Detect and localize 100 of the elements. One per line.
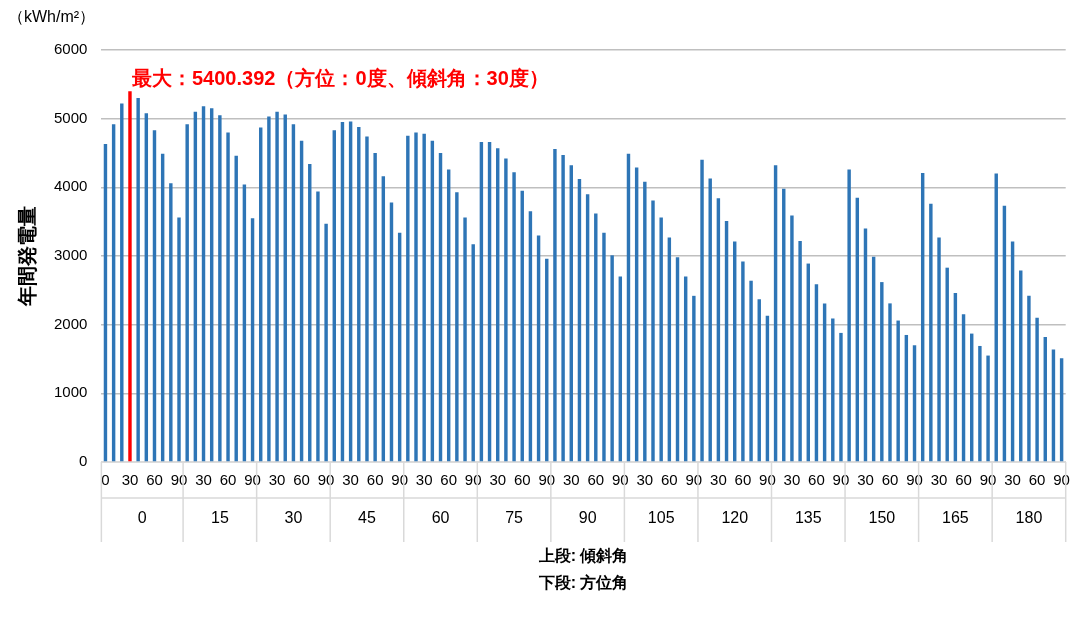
bar xyxy=(365,136,369,462)
bar xyxy=(896,320,900,462)
bar xyxy=(136,98,140,462)
y-tick-label: 2000 xyxy=(53,314,88,332)
x-tick-label: 60 xyxy=(293,471,310,489)
y-tick-label: 5000 xyxy=(53,108,88,126)
bar xyxy=(512,172,516,462)
bar xyxy=(373,153,377,462)
bar xyxy=(602,232,606,462)
x-tick-label: 60 xyxy=(440,471,458,489)
y-tick-label: 4000 xyxy=(53,177,88,195)
x-tick-label: 30 xyxy=(268,471,286,489)
bar xyxy=(406,135,410,462)
x-tick-label: 90 xyxy=(317,471,335,489)
x-tick-label: 90 xyxy=(759,471,776,489)
bar xyxy=(610,255,614,462)
text: 150 xyxy=(868,509,896,527)
bar xyxy=(561,155,565,462)
bar xyxy=(986,355,990,462)
text: 165 xyxy=(942,509,969,527)
y-tick-label: 3000 xyxy=(53,246,88,264)
bar xyxy=(692,295,696,462)
x-tick-label: 60 xyxy=(734,471,752,489)
bar xyxy=(839,332,843,462)
text: 180 xyxy=(1015,509,1043,527)
bar xyxy=(749,280,753,462)
x-tick-label: 60 xyxy=(661,471,678,489)
text: 90 xyxy=(578,509,597,527)
x-tick-label: 90 xyxy=(979,471,997,489)
x-tick-label: 60 xyxy=(587,471,605,489)
text: 下段: 方位角 xyxy=(537,573,629,592)
bar xyxy=(414,132,418,462)
x-tick-label: 30 xyxy=(930,471,948,489)
bar xyxy=(267,116,271,462)
bar xyxy=(455,192,459,462)
x-tick-label: 90 xyxy=(170,471,188,489)
x-tick-label: 90 xyxy=(832,471,850,489)
bar xyxy=(553,148,557,462)
x-tick-label: 0 xyxy=(101,471,110,489)
x-tick-label: 30 xyxy=(1004,471,1021,489)
text: 105 xyxy=(647,509,675,527)
x-tick-label: 60 xyxy=(808,471,825,489)
x-tick-label: 60 xyxy=(1028,471,1046,489)
bar xyxy=(643,181,647,462)
bar xyxy=(594,213,598,462)
bar xyxy=(234,155,238,462)
x-tick-label: 90 xyxy=(391,471,408,489)
bar xyxy=(463,217,467,462)
text: 30 xyxy=(284,509,303,527)
x-tick-label: 30 xyxy=(562,471,580,489)
x-tick-label: 90 xyxy=(906,471,923,489)
y-tick-label: 6000 xyxy=(53,40,88,58)
bar xyxy=(120,103,124,462)
bar xyxy=(226,132,230,462)
x-tick-label: 90 xyxy=(244,471,261,489)
x-tick-label: 30 xyxy=(636,471,654,489)
text: 15 xyxy=(210,509,229,527)
x-tick-label: 60 xyxy=(513,471,531,489)
bar xyxy=(422,133,426,462)
bar xyxy=(937,237,941,462)
text: 60 xyxy=(431,509,450,527)
text: 45 xyxy=(358,509,376,527)
bar xyxy=(471,244,475,462)
bar xyxy=(169,183,173,462)
bar xyxy=(185,124,189,462)
bar xyxy=(218,115,222,462)
bar xyxy=(978,345,982,462)
bar xyxy=(790,215,794,462)
y-axis-title: 年間発電量 xyxy=(15,206,38,307)
text: 0 xyxy=(137,509,147,527)
x-tick-label: 30 xyxy=(195,471,212,489)
bar xyxy=(357,126,361,462)
bar xyxy=(651,200,655,462)
x-tick-label: 60 xyxy=(146,471,163,489)
x-tick-label: 30 xyxy=(857,471,874,489)
bar xyxy=(831,318,835,462)
x-tick-label: 90 xyxy=(685,471,703,489)
y-tick-label: 0 xyxy=(79,452,88,470)
bar xyxy=(275,111,279,462)
text: （kWh/m²） xyxy=(8,8,96,26)
bar xyxy=(888,303,892,462)
text: 120 xyxy=(721,509,749,527)
bar xyxy=(128,91,132,462)
x-axis-title: 上段: 傾斜角 xyxy=(537,547,629,565)
bar xyxy=(798,240,802,462)
bar xyxy=(659,217,663,462)
x-tick-label: 90 xyxy=(464,471,482,489)
bar xyxy=(316,191,320,462)
bar xyxy=(945,267,949,462)
bar xyxy=(708,178,712,462)
x-tick-label: 90 xyxy=(611,471,629,489)
x-tick-label: 30 xyxy=(783,471,801,489)
x-tick-label: 30 xyxy=(489,471,507,489)
y-tick-label: 1000 xyxy=(53,383,88,401)
bar xyxy=(741,261,745,462)
x-tick-label: 90 xyxy=(1053,471,1070,489)
x-tick-label: 30 xyxy=(342,471,359,489)
bar xyxy=(177,217,181,462)
x-tick-label: 30 xyxy=(121,471,139,489)
bar xyxy=(1035,317,1039,462)
